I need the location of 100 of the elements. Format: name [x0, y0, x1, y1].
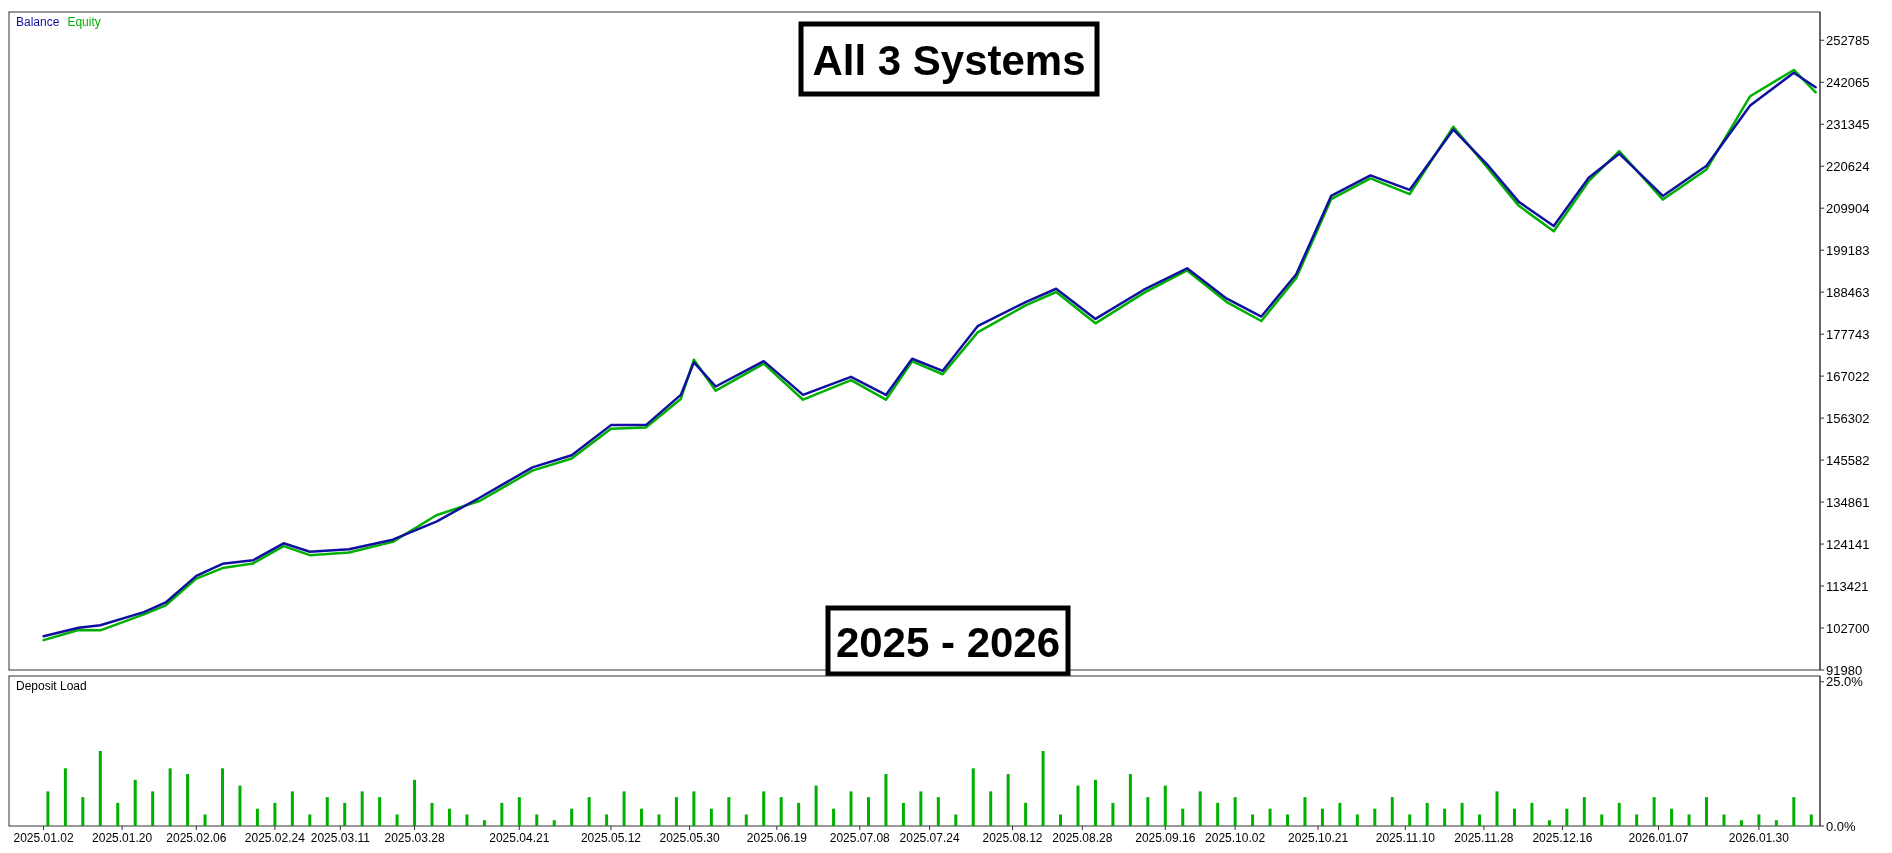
bar — [709, 808, 713, 826]
x-tick-label: 2025.03.11 — [310, 831, 371, 845]
bar — [1495, 791, 1499, 826]
x-tick-label: 2025.11.10 — [1375, 831, 1436, 845]
bar — [936, 797, 940, 826]
bar — [1739, 820, 1743, 826]
bar — [901, 802, 905, 826]
bar — [1774, 820, 1778, 826]
bar — [727, 797, 731, 826]
bar — [1006, 774, 1010, 826]
bar — [849, 791, 853, 826]
x-tick-label: 2025.05.12 — [580, 831, 642, 845]
bar — [1024, 802, 1028, 826]
bar — [1460, 802, 1464, 826]
bar — [186, 774, 190, 826]
bar — [640, 808, 644, 826]
x-tick-label: 2025.08.28 — [1052, 831, 1113, 845]
bar — [430, 802, 434, 826]
bar — [1251, 814, 1255, 826]
bar — [465, 814, 469, 826]
bar — [762, 791, 766, 826]
bar — [1181, 808, 1185, 826]
bar — [797, 802, 801, 826]
bar — [1705, 797, 1709, 826]
bar — [1128, 774, 1132, 826]
bar — [273, 802, 277, 826]
bar — [587, 797, 591, 826]
bar — [832, 808, 836, 826]
bar — [98, 751, 102, 826]
x-tick-label: 2025.04.21 — [489, 831, 550, 845]
x-tick-label: 2025.09.16 — [1135, 831, 1196, 845]
y-tick-label: 167022 — [1826, 368, 1870, 384]
bar — [1163, 785, 1167, 826]
bar — [570, 808, 574, 826]
bar — [63, 768, 67, 826]
bar — [378, 797, 382, 826]
bar — [535, 814, 539, 826]
bar — [1443, 808, 1447, 826]
bar — [151, 791, 155, 826]
bar — [413, 779, 417, 826]
bar — [308, 814, 312, 826]
x-tick-label: 2025.05.30 — [659, 831, 720, 845]
x-tick-label: 2025.11.28 — [1454, 831, 1514, 845]
bar — [1408, 814, 1412, 826]
x-tick-label: 2026.01.07 — [1628, 831, 1689, 845]
bar — [1809, 814, 1813, 826]
text: Balance — [16, 15, 60, 29]
bar — [657, 814, 661, 826]
bar — [1547, 820, 1551, 826]
bar — [447, 808, 451, 826]
bar — [1355, 814, 1359, 826]
bar — [482, 820, 486, 826]
x-tick-label: 2025.10.21 — [1288, 831, 1349, 845]
bar — [1286, 814, 1289, 826]
bar — [1687, 814, 1691, 826]
y-tick-label: 220624 — [1826, 158, 1870, 174]
y-tick-label: 209904 — [1826, 200, 1870, 216]
bar — [1233, 797, 1237, 826]
y-tick-label: 0.0% — [1826, 818, 1857, 834]
bar — [1617, 802, 1621, 826]
x-tick-label: 2025.03.28 — [384, 831, 445, 845]
bar — [255, 808, 259, 826]
bar — [1320, 808, 1324, 826]
text: All 3 Systems — [812, 36, 1086, 84]
y-tick-label: 252785 — [1826, 32, 1870, 48]
bar — [1093, 779, 1097, 826]
bar — [325, 797, 329, 826]
bar — [168, 768, 172, 826]
bar — [1111, 802, 1115, 826]
y-tick-label: 145582 — [1826, 452, 1870, 468]
bar — [1600, 814, 1604, 826]
bar — [1338, 802, 1342, 826]
x-tick-label: 2025.10.02 — [1205, 831, 1266, 845]
bar — [238, 785, 242, 826]
bar — [1198, 791, 1202, 826]
bar — [290, 791, 294, 826]
chart-title: Deposit Load — [16, 679, 87, 693]
bar — [622, 791, 626, 826]
x-tick-label: 2026.01.30 — [1728, 831, 1790, 845]
bar — [1478, 814, 1482, 826]
bar — [1216, 802, 1220, 826]
bar — [1425, 802, 1429, 826]
y-tick-label: 134861 — [1826, 494, 1870, 510]
bar — [1041, 751, 1045, 826]
bar — [1792, 797, 1796, 826]
bar — [1722, 814, 1726, 826]
x-tick-label: 2025.01.20 — [92, 831, 153, 845]
annotation: 2025 - 2026 — [835, 618, 1061, 666]
bar — [343, 802, 347, 826]
bar — [1565, 808, 1569, 826]
bar — [1582, 797, 1586, 826]
bar — [954, 814, 958, 826]
bar — [46, 791, 50, 826]
bar — [203, 814, 207, 826]
bar — [517, 797, 521, 826]
y-tick-label: 177743 — [1826, 326, 1870, 342]
x-tick-label: 2025.12.16 — [1532, 831, 1593, 845]
y-tick-label: 102700 — [1826, 620, 1870, 636]
bar — [884, 774, 888, 826]
bar — [744, 814, 748, 826]
